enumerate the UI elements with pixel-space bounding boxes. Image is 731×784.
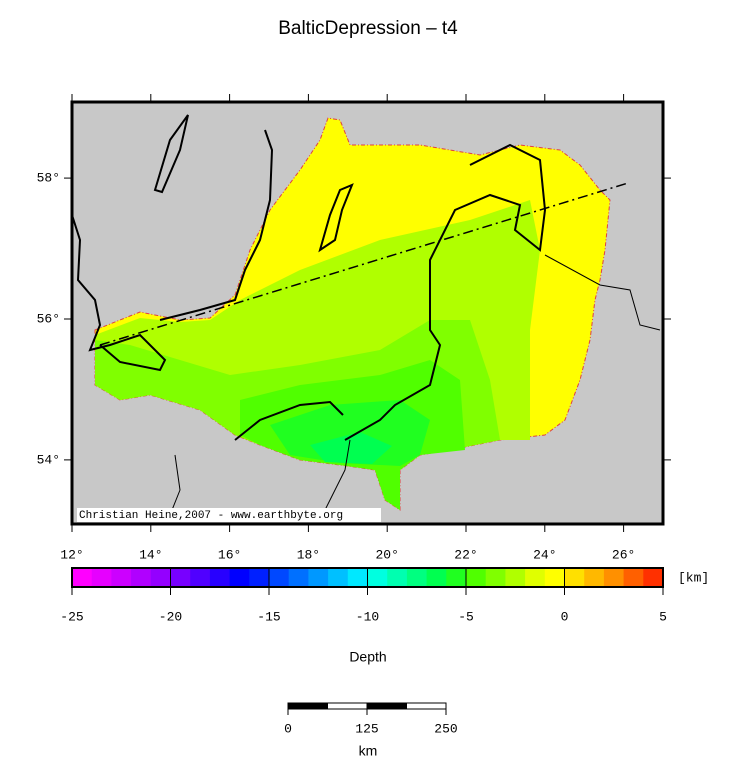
colorbar-tick-label: 0 <box>561 609 569 624</box>
y-tick-label: 58° <box>37 171 60 186</box>
colorbar-swatch <box>505 568 526 587</box>
scalebar-unit: km <box>359 743 378 759</box>
x-tick-label: 24° <box>533 547 556 562</box>
x-tick-label: 14° <box>139 547 162 562</box>
colorbar-tick-label: -20 <box>159 609 182 624</box>
credit: Christian Heine,2007 - www.earthbyte.org <box>79 510 343 522</box>
colorbar-tick-label: -25 <box>60 609 83 624</box>
y-tick-label: 54° <box>37 452 60 467</box>
x-tick-label: 16° <box>218 547 241 562</box>
colorbar-swatch <box>603 568 625 587</box>
colorbar-tick-label: -5 <box>458 609 474 624</box>
scalebar-tick-label: 250 <box>434 721 457 736</box>
colorbar-swatch <box>525 568 546 587</box>
colorbar-swatch <box>249 568 270 587</box>
colorbar-unit: [km] <box>678 570 709 585</box>
scalebar-segment <box>327 702 368 710</box>
colorbar-swatch <box>269 568 290 587</box>
colorbar-swatch <box>406 568 428 587</box>
depth-zone <box>270 400 430 466</box>
colorbar-swatch <box>150 568 171 587</box>
colorbar-swatch <box>367 568 388 587</box>
x-tick-label: 22° <box>454 547 477 562</box>
colorbar-swatch <box>426 568 447 587</box>
coastline <box>234 143 547 441</box>
x-tick-label: 26° <box>612 547 635 562</box>
y-tick-label: 56° <box>37 311 60 326</box>
colorbar-swatch <box>446 568 467 587</box>
colorbar-swatch <box>347 568 368 587</box>
coastline <box>71 214 167 372</box>
colorbar-swatch <box>328 568 349 587</box>
colorbar-tick-label: -10 <box>356 609 379 624</box>
colorbar-swatch <box>466 568 487 587</box>
x-tick-label: 18° <box>297 547 320 562</box>
coastline <box>153 114 189 194</box>
colorbar-tick-label: -15 <box>257 609 280 624</box>
credit-box <box>77 508 381 522</box>
map-frame <box>70 100 665 526</box>
profile-line <box>99 182 629 346</box>
colorbar-swatch <box>387 568 408 587</box>
colorbar-swatch <box>229 568 250 587</box>
colorbar-swatch <box>288 568 309 587</box>
colorbar-swatch <box>584 568 605 587</box>
colorbar-swatch <box>91 568 112 587</box>
colorbar-swatch <box>111 568 132 587</box>
colorbar-swatch <box>170 568 191 587</box>
colorbar-swatch <box>485 568 506 587</box>
x-tick-label: 12° <box>60 547 83 562</box>
scalebar-tick-label: 0 <box>284 721 292 736</box>
colorbar-swatch <box>623 568 644 587</box>
colorbar-label: Depth <box>349 649 386 665</box>
border <box>544 254 661 331</box>
coastlines <box>71 114 661 521</box>
colorbar-swatch <box>544 568 565 587</box>
colorbar-swatch <box>643 568 664 587</box>
scalebar-segment <box>406 702 447 710</box>
x-tick-label: 20° <box>375 547 398 562</box>
title: BalticDepression – t4 <box>278 18 458 39</box>
colorbar-swatch <box>308 568 329 587</box>
coastline <box>159 129 274 321</box>
colorbar-swatch <box>190 568 211 587</box>
scalebar-segment <box>287 702 328 710</box>
colorbar-swatch <box>564 568 585 587</box>
colorbar-tick-label: 5 <box>659 609 667 624</box>
colorbar-swatch <box>131 568 152 587</box>
colorbar-swatch <box>72 568 93 587</box>
coastline <box>318 183 354 253</box>
depth-grid <box>94 117 611 511</box>
scalebar-tick-label: 125 <box>355 721 378 736</box>
depth-zone <box>310 432 392 464</box>
colorbar-swatch <box>209 568 231 587</box>
scalebar-segment <box>366 702 407 710</box>
